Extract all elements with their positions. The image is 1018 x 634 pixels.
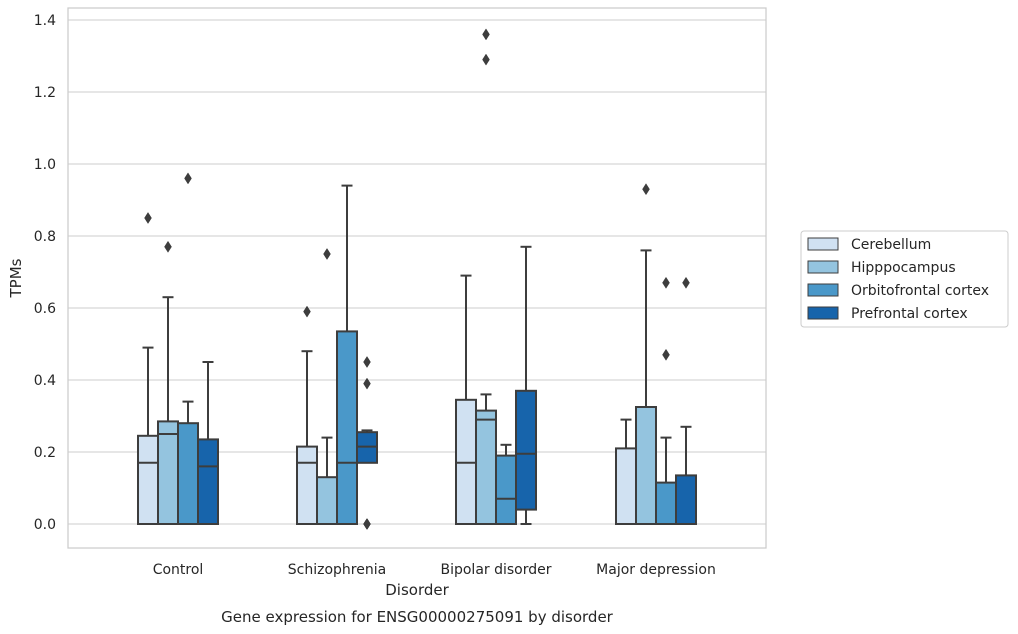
chart-caption: Gene expression for ENSG00000275091 by d… bbox=[221, 608, 614, 626]
x-tick-label: Schizophrenia bbox=[288, 562, 386, 578]
outlier-point bbox=[363, 356, 371, 368]
box-iqr bbox=[296, 445, 318, 526]
box-iqr bbox=[635, 406, 657, 525]
outlier-point bbox=[682, 276, 690, 289]
box-prefrontal-cortex bbox=[515, 245, 537, 525]
box-hipppocampus bbox=[316, 248, 338, 526]
y-tick-label: 0.6 bbox=[34, 301, 56, 317]
outlier-point bbox=[323, 248, 331, 260]
legend-swatch bbox=[807, 283, 839, 297]
box-iqr bbox=[475, 409, 497, 526]
box-prefrontal-cortex bbox=[675, 276, 697, 525]
legend-frame bbox=[800, 230, 1009, 328]
legend-label: Orbitofrontal cortex bbox=[851, 283, 989, 299]
box-orbitofrontal-cortex bbox=[655, 276, 677, 526]
box-iqr bbox=[137, 434, 159, 525]
box-orbitofrontal-cortex bbox=[336, 184, 358, 525]
legend-swatch bbox=[807, 306, 839, 320]
y-tick-label: 0.2 bbox=[34, 445, 56, 461]
y-tick-label: 1.4 bbox=[34, 13, 56, 29]
outlier-point bbox=[642, 183, 650, 196]
box-orbitofrontal-cortex bbox=[495, 443, 517, 526]
box-iqr bbox=[336, 330, 358, 525]
outlier-point bbox=[482, 28, 490, 41]
box-iqr bbox=[316, 476, 338, 526]
outlier-point bbox=[303, 305, 311, 318]
y-axis-label: TPMs bbox=[7, 258, 25, 298]
box-iqr bbox=[197, 438, 219, 525]
box-iqr bbox=[177, 422, 199, 526]
y-tick-label: 0.0 bbox=[34, 517, 56, 533]
box-hipppocampus bbox=[157, 240, 179, 525]
box-prefrontal-cortex bbox=[197, 361, 219, 525]
box-iqr bbox=[515, 389, 537, 511]
box-prefrontal-cortex bbox=[356, 356, 378, 530]
outlier-point bbox=[363, 377, 371, 390]
outlier-point bbox=[662, 348, 670, 361]
outlier-point bbox=[363, 518, 371, 530]
x-tick-label: Control bbox=[153, 562, 204, 578]
legend-label: Prefrontal cortex bbox=[851, 306, 968, 322]
y-tick-label: 0.4 bbox=[34, 373, 56, 389]
legend-label: Cerebellum bbox=[851, 237, 931, 253]
outlier-point bbox=[662, 276, 670, 289]
x-axis-label: Disorder bbox=[385, 581, 449, 599]
box-iqr bbox=[675, 474, 697, 525]
box-hipppocampus bbox=[635, 183, 657, 525]
y-tick-label: 1.0 bbox=[34, 157, 56, 173]
box-cerebellum bbox=[137, 212, 159, 525]
y-tick-label: 0.8 bbox=[34, 229, 56, 245]
box-iqr bbox=[615, 447, 637, 525]
box-groups bbox=[137, 28, 697, 530]
legend-swatch bbox=[807, 260, 839, 274]
x-tick-label: Major depression bbox=[596, 562, 716, 578]
legend-swatch bbox=[807, 237, 839, 251]
y-tick-label: 1.2 bbox=[34, 85, 56, 101]
box-iqr bbox=[495, 454, 517, 526]
outlier-point bbox=[184, 172, 192, 185]
legend-label: Hipppocampus bbox=[851, 260, 956, 276]
y-tick-labels: 0.0 0.2 0.4 0.6 0.8 1.0 1.2 1.4 bbox=[34, 13, 56, 533]
outlier-point bbox=[482, 53, 490, 66]
x-tick-labels: Control Schizophrenia Bipolar disorder Majo… bbox=[153, 562, 716, 578]
box-cerebellum bbox=[296, 305, 318, 526]
plot-frame bbox=[67, 7, 767, 549]
outlier-point bbox=[144, 212, 152, 224]
box-iqr bbox=[157, 420, 179, 525]
legend: Cerebellum Hipppocampus Orbitofrontal cort… bbox=[800, 230, 1009, 328]
box-cerebellum bbox=[615, 418, 637, 525]
outlier-point bbox=[164, 240, 172, 253]
box-iqr bbox=[655, 481, 677, 526]
x-tick-label: Bipolar disorder bbox=[440, 562, 551, 578]
